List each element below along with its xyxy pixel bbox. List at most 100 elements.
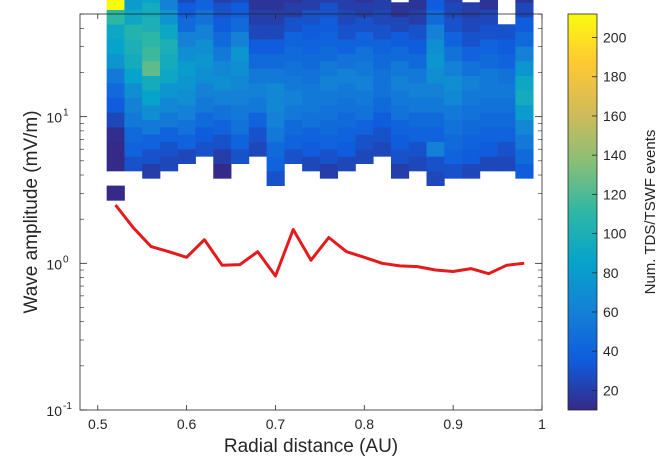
heatmap-cell [195, 0, 214, 10]
heatmap-cell [319, 31, 339, 47]
heatmap-cell [462, 163, 481, 179]
heatmap-cell [373, 141, 392, 157]
heatmap-cell [284, 90, 303, 106]
heatmap-cell [124, 97, 143, 113]
heatmap-cell [497, 24, 516, 40]
heatmap-cell [390, 46, 410, 62]
y-tick-label: 10 [46, 110, 62, 126]
heatmap-cell [426, 141, 445, 157]
heatmap-cell [231, 16, 250, 32]
y-tick-exponent: 0 [63, 254, 69, 265]
heatmap-cell [408, 38, 427, 54]
heatmap-cell [426, 9, 445, 25]
heatmap-cell [355, 75, 374, 91]
heatmap-cell [248, 82, 267, 98]
heatmap-cell [373, 68, 392, 84]
heatmap-cell [177, 119, 196, 135]
heatmap-cell [213, 75, 232, 91]
heatmap-cell [159, 9, 179, 25]
heatmap-cell [444, 2, 463, 18]
heatmap-cell [497, 68, 516, 84]
heatmap-cell [497, 53, 516, 69]
heatmap-cell [462, 148, 481, 164]
heatmap-cell [124, 53, 143, 69]
heatmap-cell [195, 24, 214, 40]
heatmap-cell [444, 104, 463, 120]
heatmap-cell [284, 31, 303, 47]
colorbar-tick-label: 160 [603, 108, 627, 124]
heatmap-cell [177, 148, 196, 164]
heatmap-cell [124, 141, 143, 157]
heatmap-cell [515, 119, 534, 135]
heatmap-cell [124, 24, 143, 40]
heatmap-cell [248, 0, 267, 10]
heatmap-cell [106, 9, 125, 25]
heatmap-cell [373, 9, 392, 25]
heatmap-cell [479, 82, 498, 98]
colorbar-tick-label: 100 [603, 226, 627, 242]
heatmap-cell [337, 82, 356, 98]
heatmap-cell [159, 0, 179, 10]
heatmap-cell [408, 126, 427, 142]
colorbar-tick-label: 200 [603, 30, 627, 46]
heatmap-cell [355, 60, 374, 76]
colorbar-ticks: 20 40 60 80 100 120 140 160 180 200 [592, 30, 627, 398]
heatmap-cell [177, 60, 196, 76]
heatmap-cell [408, 156, 427, 172]
heatmap-cell [426, 97, 445, 113]
heatmap-cell [373, 0, 392, 10]
heatmap-cell [231, 134, 250, 150]
heatmap-cell [177, 31, 196, 47]
colorbar-label: Num. TDS/TSWF events [642, 130, 659, 295]
heatmap-cell [337, 126, 356, 142]
heatmap-cell [497, 156, 516, 172]
heatmap-cell [408, 141, 427, 157]
heatmap-cell [390, 148, 410, 164]
heatmap-cell [319, 119, 339, 135]
heatmap-cell [195, 53, 214, 69]
heatmap-cell [266, 156, 285, 172]
heatmap-cell [373, 97, 392, 113]
heatmap-cell [248, 141, 267, 157]
heatmap-cell [177, 16, 196, 32]
heatmap-cell [266, 170, 285, 186]
heatmap-cell [444, 31, 463, 47]
heatmap-cell [248, 68, 267, 84]
heatmap-cell [142, 90, 161, 106]
heatmap-cell [213, 119, 232, 135]
heatmap-cell [266, 24, 285, 40]
heatmap-cell [515, 90, 534, 106]
heatmap-cell [408, 53, 427, 69]
heatmap-cell [159, 97, 179, 113]
heatmap-cell [408, 97, 427, 113]
heatmap-cell [231, 0, 250, 3]
x-tick-label: 0.9 [443, 416, 463, 432]
heatmap-cell [248, 38, 267, 54]
colorbar-gradient [567, 13, 598, 411]
heatmap-cell [497, 126, 516, 142]
heatmap-cell [355, 90, 374, 106]
heatmap-cell [426, 82, 445, 98]
colorbar-tick-label: 20 [603, 382, 619, 398]
heatmap-cell [337, 68, 356, 84]
y-tick-exponent: -1 [63, 401, 72, 412]
heatmap-cell [390, 75, 410, 91]
heatmap-cell [159, 68, 179, 84]
heatmap-cell [408, 112, 427, 128]
heatmap-cell [195, 9, 214, 25]
heatmap-cell [124, 9, 143, 25]
heatmap-cell [177, 134, 196, 150]
heatmap-cell [248, 112, 267, 128]
heatmap-cell [106, 112, 125, 128]
heatmap-cell [231, 90, 250, 106]
heatmap-cell [213, 104, 232, 120]
heatmap-cell [177, 90, 196, 106]
heatmap-cell [355, 0, 374, 3]
heatmap-cell [106, 156, 125, 172]
y-tick-label: 10 [46, 256, 62, 272]
heatmap-cell [159, 53, 179, 69]
heatmap-cell [337, 112, 356, 128]
heatmap-cell [142, 16, 161, 32]
